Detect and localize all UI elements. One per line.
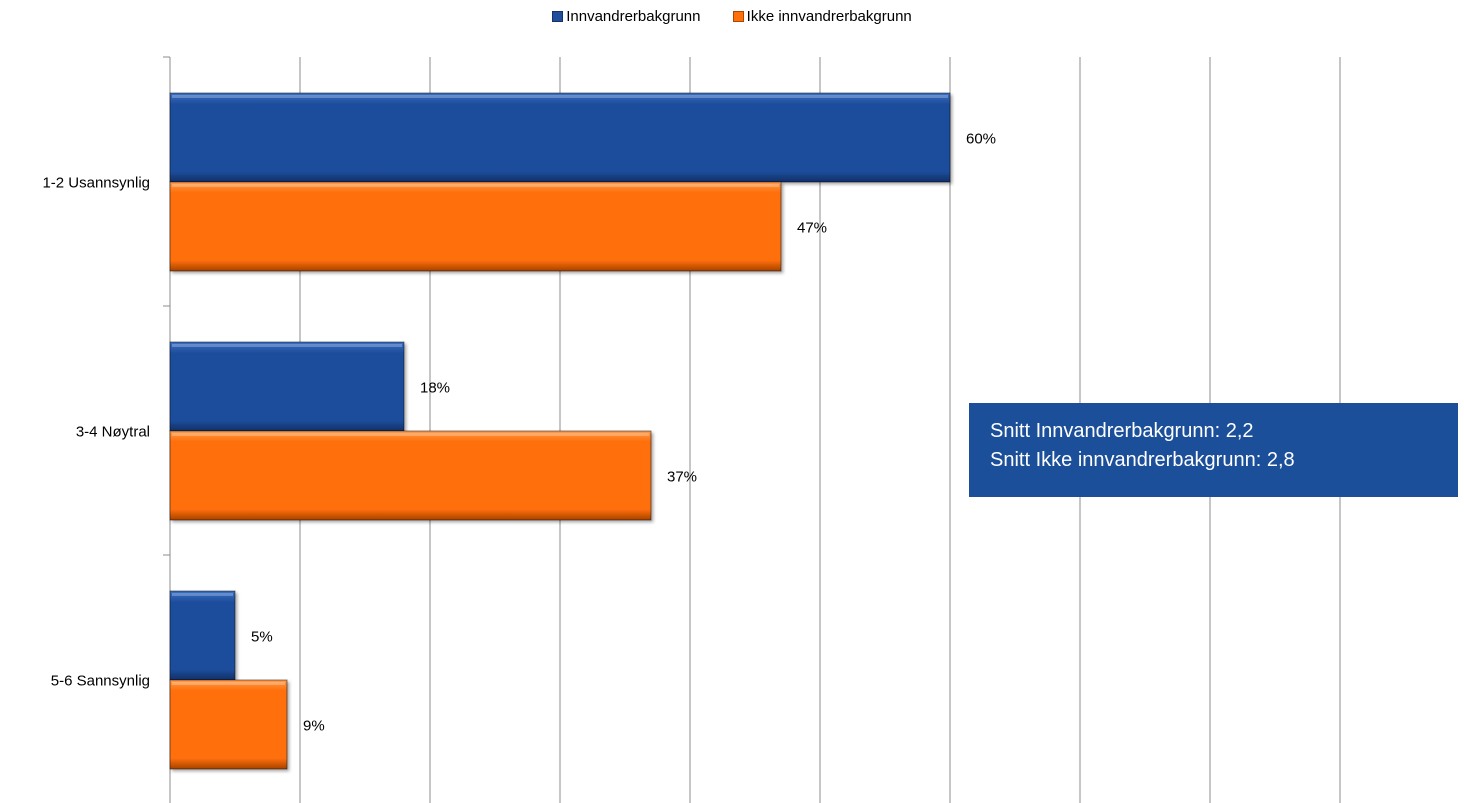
- bar-bevel-highlight: [172, 593, 233, 596]
- legend-label: Ikke innvandrerbakgrunn: [746, 8, 912, 25]
- data-label: 18%: [420, 380, 450, 397]
- category-label: 1-2 Usannsynlig: [42, 175, 150, 192]
- bar-innvandrerbakgrunn: [169, 341, 405, 432]
- data-label: 9%: [303, 718, 325, 735]
- data-label: 47%: [797, 220, 827, 237]
- bar-bevel-highlight: [172, 95, 948, 98]
- data-label: 37%: [667, 469, 697, 486]
- bar-innvandrerbakgrunn: [169, 590, 236, 681]
- legend-label: Innvandrerbakgrunn: [566, 8, 701, 25]
- bar-ikke-innvandrerbakgrunn: [169, 181, 782, 272]
- legend-swatch-orange: [732, 11, 744, 22]
- category-label: 3-4 Nøytral: [76, 424, 150, 441]
- category-label: 5-6 Sannsynlig: [51, 673, 150, 690]
- data-label: 60%: [966, 131, 996, 148]
- chart-legend: Innvandrerbakgrunn Ikke innvandrerbakgru…: [0, 8, 1464, 26]
- bar-ikke-innvandrerbakgrunn: [169, 430, 652, 521]
- average-note-line-2: Snitt Ikke innvandrerbakgrunn: 2,8: [990, 449, 1295, 471]
- bar-bevel-highlight: [172, 344, 402, 347]
- bar-bevel-highlight: [172, 433, 649, 436]
- bar-ikke-innvandrerbakgrunn: [169, 679, 288, 770]
- average-note-box: Snitt Innvandrerbakgrunn: 2,2 Snitt Ikke…: [969, 403, 1458, 497]
- average-note-line-1: Snitt Innvandrerbakgrunn: 2,2: [990, 420, 1254, 442]
- bar-bevel-highlight: [172, 682, 285, 685]
- bar-innvandrerbakgrunn: [169, 92, 951, 183]
- legend-item-ikke-innvandrerbakgrunn: Ikke innvandrerbakgrunn: [732, 8, 912, 25]
- legend-item-innvandrerbakgrunn: Innvandrerbakgrunn: [552, 8, 700, 25]
- data-label: 5%: [251, 629, 273, 646]
- legend-swatch-blue: [552, 11, 564, 22]
- bar-bevel-highlight: [172, 184, 779, 187]
